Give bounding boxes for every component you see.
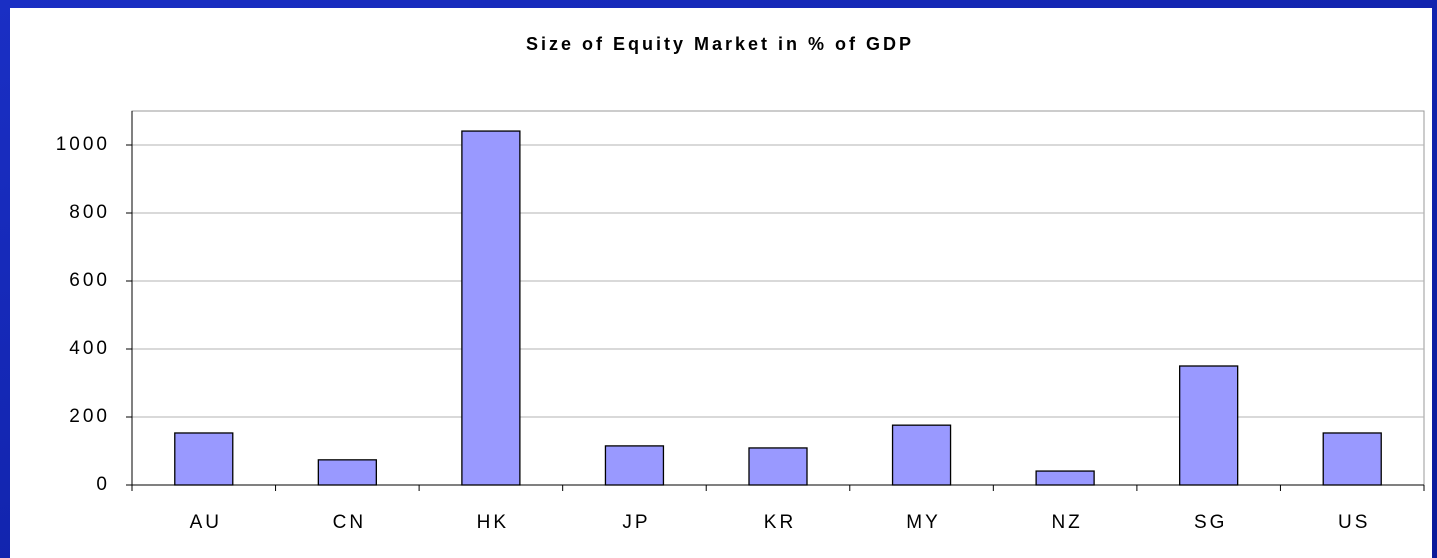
bar [461,130,521,486]
x-tick-label: AU [190,512,222,533]
bar [1322,432,1382,486]
x-tick-label: NZ [1051,512,1082,533]
y-tick-label: 1000 [56,134,110,155]
bar [891,424,952,486]
x-tick-label: JP [622,512,650,533]
bar [604,445,665,486]
bar [1179,365,1239,486]
x-tick-label: KR [764,512,796,533]
chart-title: Size of Equity Market in % of GDP [526,34,914,54]
bar [174,432,234,486]
y-tick-label: 0 [96,474,110,495]
x-tick-label: MY [906,512,941,533]
x-tick-label: CN [333,512,366,533]
y-tick-label: 200 [69,406,110,427]
y-tick-label: 400 [69,338,110,359]
bar [317,459,377,486]
bar [1035,470,1095,486]
y-tick-label: 800 [69,202,110,223]
x-tick-label: US [1338,512,1370,533]
bar [748,447,808,486]
y-tick-label: 600 [69,270,110,291]
x-tick-label: HK [477,512,509,533]
x-tick-label: SG [1194,512,1227,533]
